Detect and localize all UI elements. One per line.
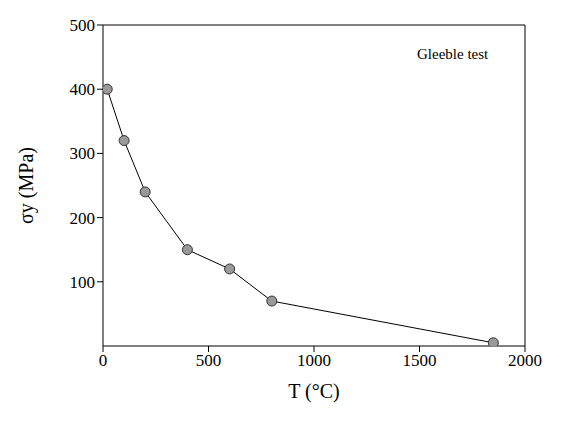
svg-text:T (°C): T (°C) bbox=[288, 380, 340, 403]
svg-text:σy (MPa): σy (MPa) bbox=[15, 147, 38, 224]
svg-text:200: 200 bbox=[70, 209, 96, 228]
html-text:Gleeble test: Gleeble test bbox=[417, 46, 489, 62]
svg-text:1000: 1000 bbox=[297, 351, 331, 370]
svg-text:100: 100 bbox=[70, 273, 96, 292]
svg-text:500: 500 bbox=[196, 351, 222, 370]
svg-text:0: 0 bbox=[99, 351, 108, 370]
svg-text:500: 500 bbox=[70, 16, 96, 35]
svg-text:1500: 1500 bbox=[403, 351, 437, 370]
svg-text:400: 400 bbox=[70, 80, 96, 99]
svg-text:2000: 2000 bbox=[508, 351, 542, 370]
svg-text:300: 300 bbox=[70, 144, 96, 163]
